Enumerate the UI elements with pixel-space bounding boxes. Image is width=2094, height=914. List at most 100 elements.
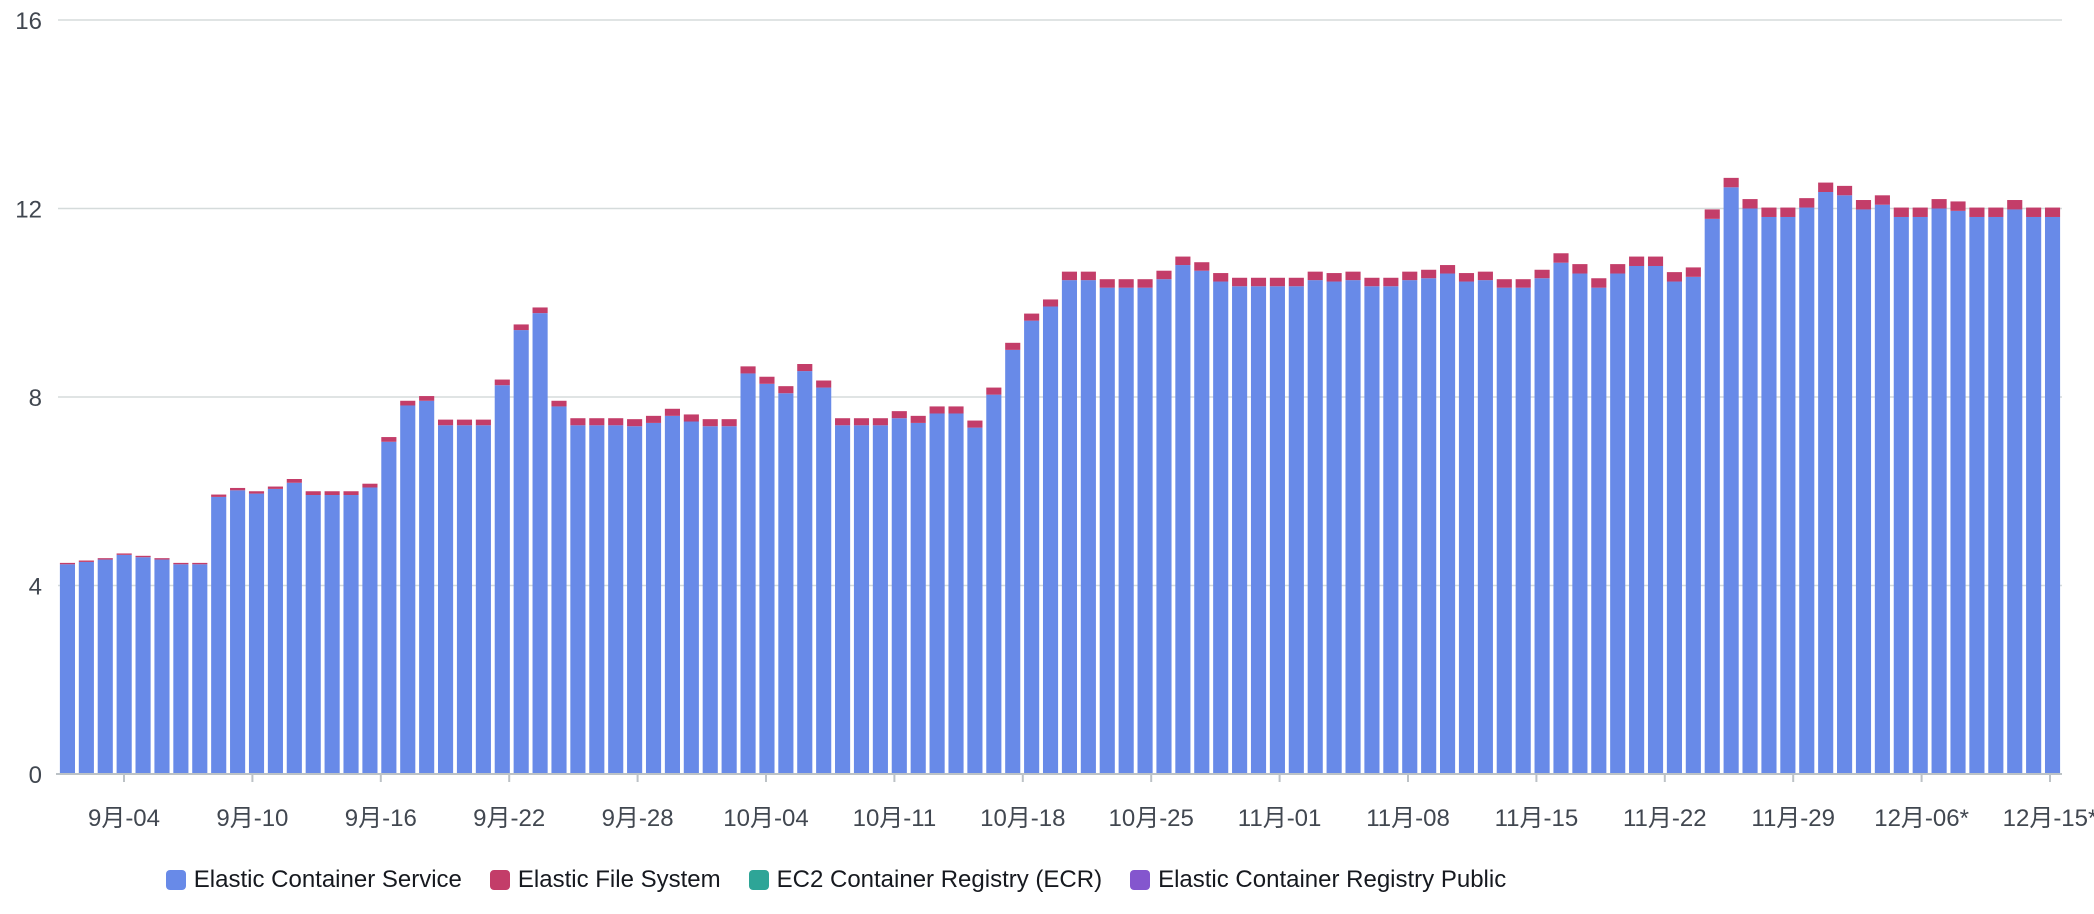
bar-segment-series-0[interactable] — [1893, 216, 1909, 775]
bar-segment-series-0[interactable] — [1345, 280, 1361, 774]
bar-segment-series-1[interactable] — [1761, 207, 1777, 217]
bar-segment-series-0[interactable] — [967, 427, 983, 774]
bar-segment-series-1[interactable] — [1912, 207, 1928, 217]
bar-segment-series-1[interactable] — [1213, 273, 1229, 282]
bar-segment-series-1[interactable] — [1099, 279, 1115, 288]
bar-segment-series-1[interactable] — [1780, 207, 1796, 217]
bar-segment-series-0[interactable] — [1912, 216, 1928, 775]
bar-segment-series-1[interactable] — [740, 366, 756, 374]
bar-segment-series-1[interactable] — [929, 406, 945, 414]
bar-segment-series-0[interactable] — [1818, 192, 1834, 774]
bar-segment-series-0[interactable] — [910, 422, 926, 774]
bar-segment-series-0[interactable] — [1175, 265, 1191, 774]
bar-segment-series-1[interactable] — [645, 415, 662, 423]
bar-segment-series-1[interactable] — [211, 494, 227, 497]
bar-segment-series-0[interactable] — [608, 425, 624, 774]
bar-segment-series-0[interactable] — [324, 495, 340, 774]
bar-segment-series-1[interactable] — [627, 419, 643, 427]
bar-segment-series-0[interactable] — [362, 487, 378, 774]
bar-segment-series-0[interactable] — [1647, 265, 1664, 774]
bar-segment-series-1[interactable] — [475, 419, 491, 426]
bar-segment-series-0[interactable] — [192, 564, 208, 774]
legend-item-efs[interactable]: Elastic File System — [489, 866, 721, 894]
bar-segment-series-0[interactable] — [2007, 209, 2023, 774]
bar-segment-series-0[interactable] — [1874, 204, 1890, 775]
bar-segment-series-0[interactable] — [1837, 195, 1853, 774]
bar-segment-series-1[interactable] — [1610, 264, 1626, 274]
bar-segment-series-1[interactable] — [456, 419, 473, 426]
bar-segment-series-0[interactable] — [664, 415, 680, 774]
bar-segment-series-1[interactable] — [1232, 277, 1248, 287]
bar-segment-series-1[interactable] — [1647, 256, 1664, 266]
bar-segment-series-0[interactable] — [1742, 208, 1758, 775]
bar-segment-series-1[interactable] — [305, 491, 321, 496]
bar-segment-series-1[interactable] — [324, 491, 340, 496]
bar-segment-series-0[interactable] — [305, 495, 321, 774]
bar-segment-series-0[interactable] — [211, 496, 227, 774]
bar-segment-series-1[interactable] — [872, 418, 888, 426]
bar-segment-series-1[interactable] — [1156, 270, 1172, 280]
bar-segment-series-0[interactable] — [1307, 280, 1323, 774]
bar-segment-series-0[interactable] — [853, 425, 870, 774]
bar-segment-series-1[interactable] — [721, 419, 737, 427]
legend-item-ecr-public[interactable]: Elastic Container Registry Public — [1130, 866, 1506, 894]
bar-segment-series-0[interactable] — [1704, 218, 1720, 774]
bar-segment-series-0[interactable] — [1931, 208, 1947, 775]
bar-segment-series-1[interactable] — [589, 418, 605, 426]
bar-segment-series-0[interactable] — [1383, 286, 1399, 774]
bar-segment-series-1[interactable] — [1440, 265, 1456, 274]
bar-segment-series-1[interactable] — [1194, 262, 1210, 271]
bar-segment-series-1[interactable] — [1818, 182, 1834, 192]
bar-segment-series-0[interactable] — [1969, 216, 1985, 775]
bar-segment-series-1[interactable] — [664, 408, 680, 416]
bar-segment-series-0[interactable] — [1950, 210, 1966, 775]
bar-segment-series-0[interactable] — [475, 425, 491, 774]
bar-segment-series-0[interactable] — [1080, 280, 1096, 774]
bar-segment-series-1[interactable] — [1326, 273, 1342, 282]
bar-segment-series-0[interactable] — [1629, 265, 1645, 774]
bar-segment-series-1[interactable] — [1893, 207, 1909, 217]
bar-segment-series-0[interactable] — [702, 426, 718, 774]
bar-segment-series-0[interactable] — [116, 554, 132, 774]
bar-segment-series-1[interactable] — [400, 400, 416, 406]
bar-segment-series-1[interactable] — [891, 411, 907, 419]
bar-segment-series-1[interactable] — [1666, 272, 1682, 282]
bar-segment-series-0[interactable] — [891, 418, 907, 774]
bar-segment-series-1[interactable] — [910, 415, 926, 423]
bar-segment-series-1[interactable] — [1383, 277, 1399, 287]
bar-segment-series-0[interactable] — [1194, 270, 1210, 774]
bar-segment-series-1[interactable] — [419, 396, 435, 401]
bar-segment-series-1[interactable] — [1534, 269, 1550, 279]
bar-segment-series-0[interactable] — [2026, 216, 2042, 775]
bar-segment-series-1[interactable] — [173, 562, 189, 565]
bar-segment-series-0[interactable] — [1572, 273, 1588, 774]
bar-segment-series-1[interactable] — [192, 562, 208, 565]
bar-segment-series-0[interactable] — [1061, 280, 1078, 774]
bar-segment-series-1[interactable] — [1402, 271, 1418, 281]
bar-segment-series-1[interactable] — [286, 479, 302, 483]
bar-segment-series-0[interactable] — [740, 373, 756, 774]
bar-segment-series-1[interactable] — [1950, 201, 1966, 211]
bar-segment-series-1[interactable] — [2026, 207, 2042, 217]
bar-segment-series-0[interactable] — [438, 425, 454, 774]
bar-segment-series-0[interactable] — [1402, 280, 1418, 774]
bar-segment-series-1[interactable] — [778, 386, 794, 394]
bar-segment-series-0[interactable] — [513, 330, 529, 774]
bar-segment-series-0[interactable] — [589, 425, 605, 774]
bar-segment-series-1[interactable] — [948, 406, 964, 414]
bar-segment-series-1[interactable] — [1364, 277, 1380, 287]
bar-segment-series-0[interactable] — [154, 559, 170, 774]
bar-segment-series-0[interactable] — [1440, 273, 1456, 774]
bar-segment-series-0[interactable] — [1477, 280, 1493, 774]
bar-segment-series-0[interactable] — [1269, 286, 1285, 774]
bar-segment-series-1[interactable] — [608, 418, 624, 426]
bar-segment-series-1[interactable] — [1024, 313, 1040, 321]
bar-segment-series-1[interactable] — [683, 414, 699, 422]
bar-segment-series-1[interactable] — [1629, 256, 1645, 266]
bar-segment-series-0[interactable] — [570, 425, 586, 774]
bar-segment-series-0[interactable] — [1553, 262, 1569, 774]
bar-segment-series-1[interactable] — [1988, 207, 2004, 217]
bar-segment-series-0[interactable] — [97, 559, 113, 774]
bar-segment-series-0[interactable] — [456, 425, 473, 774]
bar-segment-series-0[interactable] — [1156, 279, 1172, 774]
